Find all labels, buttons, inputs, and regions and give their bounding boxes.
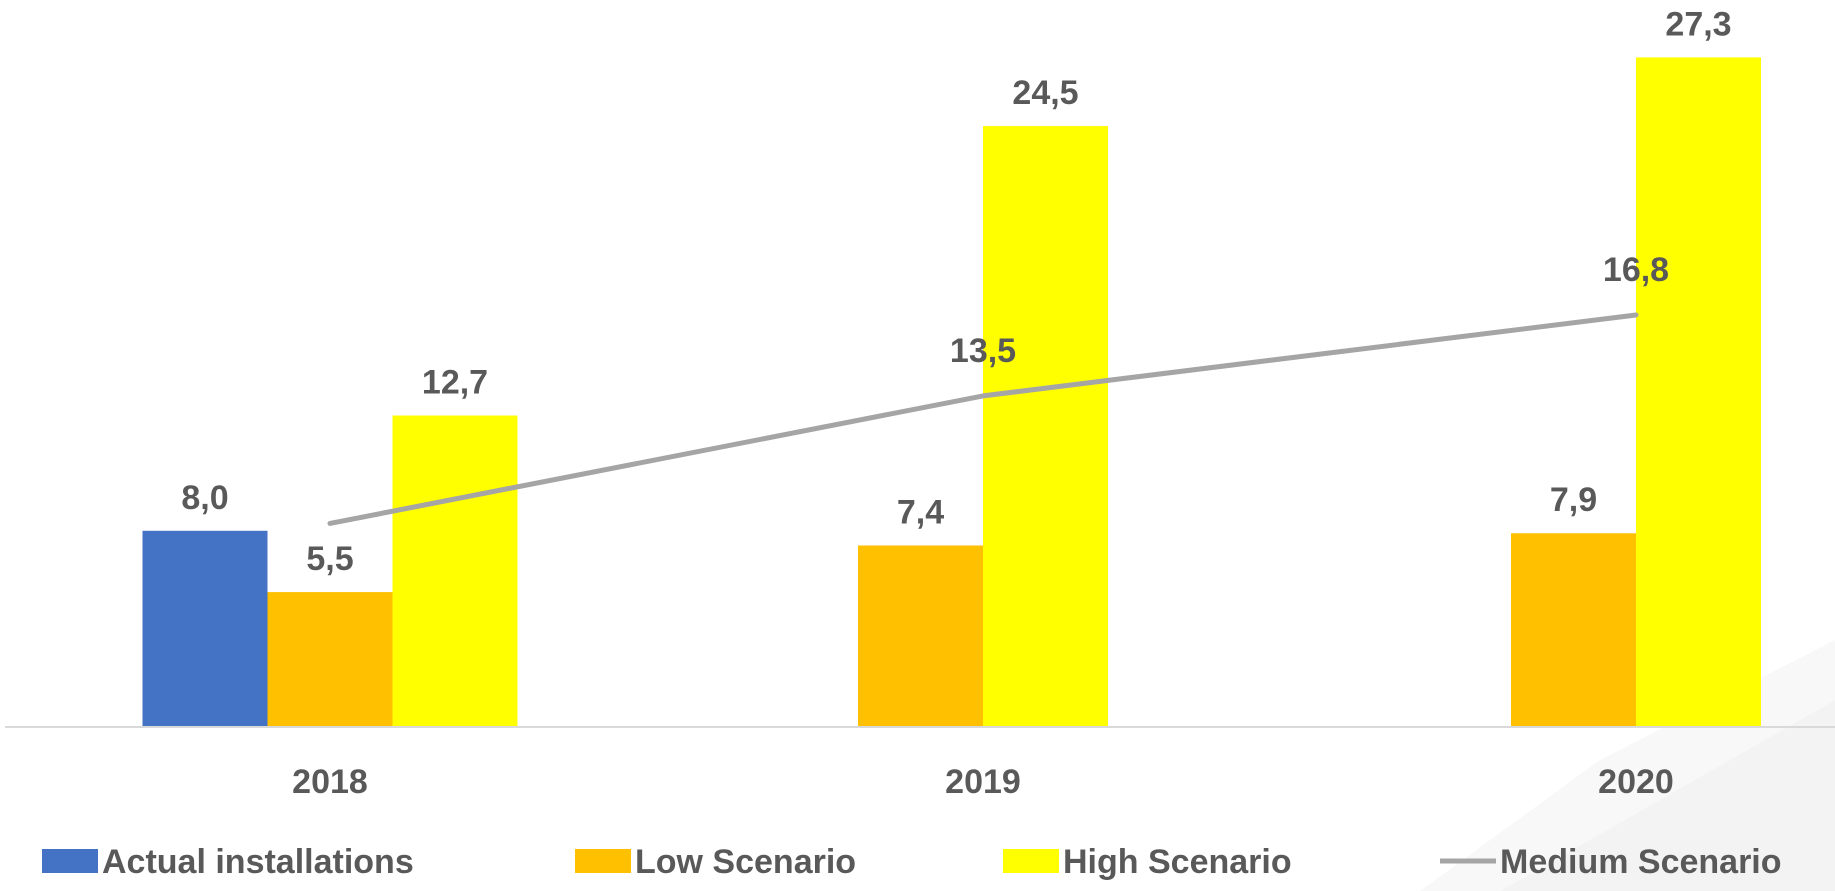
bar-high-scenario-2019 bbox=[983, 126, 1108, 727]
data-label-high-scenario-2020: 27,3 bbox=[1665, 5, 1731, 43]
legend-label-low-scenario: Low Scenario bbox=[635, 843, 856, 881]
x-tick-label: 2019 bbox=[945, 763, 1021, 801]
bar-high-scenario-2018 bbox=[392, 415, 518, 727]
bar-actual-installations-2018 bbox=[142, 530, 268, 727]
x-axis-ticks: 2018 2019 2020 bbox=[292, 763, 1674, 801]
data-label-medium-scenario-2020: 16,8 bbox=[1603, 251, 1669, 289]
bar-low-scenario-2018 bbox=[267, 592, 393, 727]
data-label-low-scenario-2020: 7,9 bbox=[1550, 481, 1597, 519]
data-label-actual-installations-2018: 8,0 bbox=[181, 479, 228, 517]
data-label-high-scenario-2019: 24,5 bbox=[1012, 74, 1078, 112]
legend-label-high-scenario: High Scenario bbox=[1063, 843, 1292, 881]
legend-swatch-actual-installations bbox=[42, 849, 98, 873]
bar-low-scenario-2020 bbox=[1511, 533, 1636, 727]
line-layer bbox=[327, 312, 1639, 526]
bars-layer bbox=[142, 57, 1761, 727]
x-tick-label: 2020 bbox=[1598, 763, 1674, 801]
data-label-medium-scenario-2019: 13,5 bbox=[950, 332, 1016, 370]
legend-label-actual-installations: Actual installations bbox=[102, 843, 414, 881]
legend: Actual installations Low Scenario High Sce… bbox=[42, 843, 1782, 881]
data-labels: 8,0 5,5 12,7 7,4 24,5 7,9 27,3 13,5 16,8 bbox=[181, 5, 1731, 578]
legend-label-medium-scenario: Medium Scenario bbox=[1500, 843, 1782, 881]
legend-swatch-high-scenario bbox=[1003, 849, 1059, 873]
legend-swatch-low-scenario bbox=[575, 849, 631, 873]
data-label-low-scenario-2019: 7,4 bbox=[897, 494, 944, 532]
series-line-medium-scenario bbox=[327, 312, 1639, 526]
x-tick-label: 2018 bbox=[292, 763, 368, 801]
bar-high-scenario-2020 bbox=[1636, 57, 1761, 727]
data-label-low-scenario-2018: 5,5 bbox=[306, 540, 353, 578]
data-label-high-scenario-2018: 12,7 bbox=[422, 364, 488, 402]
bar-low-scenario-2019 bbox=[858, 545, 983, 727]
